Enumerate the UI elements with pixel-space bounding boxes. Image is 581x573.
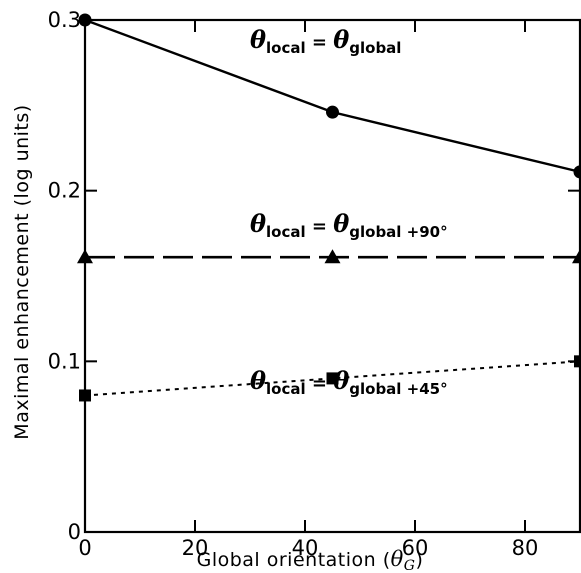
series-same: [78, 13, 581, 179]
y-tick-label: 0.2: [48, 179, 81, 203]
series-label-plus45: θlocal = θglobal +45°: [250, 366, 448, 398]
series-line-plus45: [84, 360, 581, 397]
x-tick-label: 20: [182, 536, 209, 560]
series-plus45: [79, 355, 581, 402]
data-point-plus45-90: [574, 355, 581, 368]
y-tick-label: 0.1: [48, 349, 81, 373]
data-point-plus45-45: [326, 372, 339, 385]
data-point-plus90-45: [324, 249, 341, 264]
data-point-plus45-0: [79, 389, 91, 402]
plot-frame: [83, 18, 581, 534]
ticks: 0 20 40 60 80 0 0.1 0.2 0.3: [48, 8, 580, 560]
data-point-same-90: [573, 165, 581, 179]
x-tick-label: 60: [402, 536, 429, 560]
y-tick-label: 0: [68, 520, 81, 544]
x-axis-label: Global orientation (θG): [197, 547, 424, 573]
y-axis-label: Maximal enhancement (log units): [11, 104, 33, 439]
data-point-same-0: [78, 13, 92, 27]
data-point-plus90-90: [572, 249, 581, 264]
series-label-plus90: θlocal = θglobal +90°: [250, 209, 448, 241]
x-tick-label: 40: [292, 536, 319, 560]
series-plus90: [77, 249, 581, 264]
x-tick-label: 80: [512, 536, 539, 560]
y-tick-label: 0.3: [48, 8, 81, 32]
series-layer: [77, 13, 581, 402]
series-labels: θlocal = θglobal θlocal = θglobal +90° θlo…: [250, 25, 448, 398]
series-label-same: θlocal = θglobal: [250, 25, 401, 57]
data-point-same-45: [326, 105, 339, 119]
data-point-plus90-0: [77, 249, 93, 264]
x-tick-label: 0: [78, 536, 91, 560]
